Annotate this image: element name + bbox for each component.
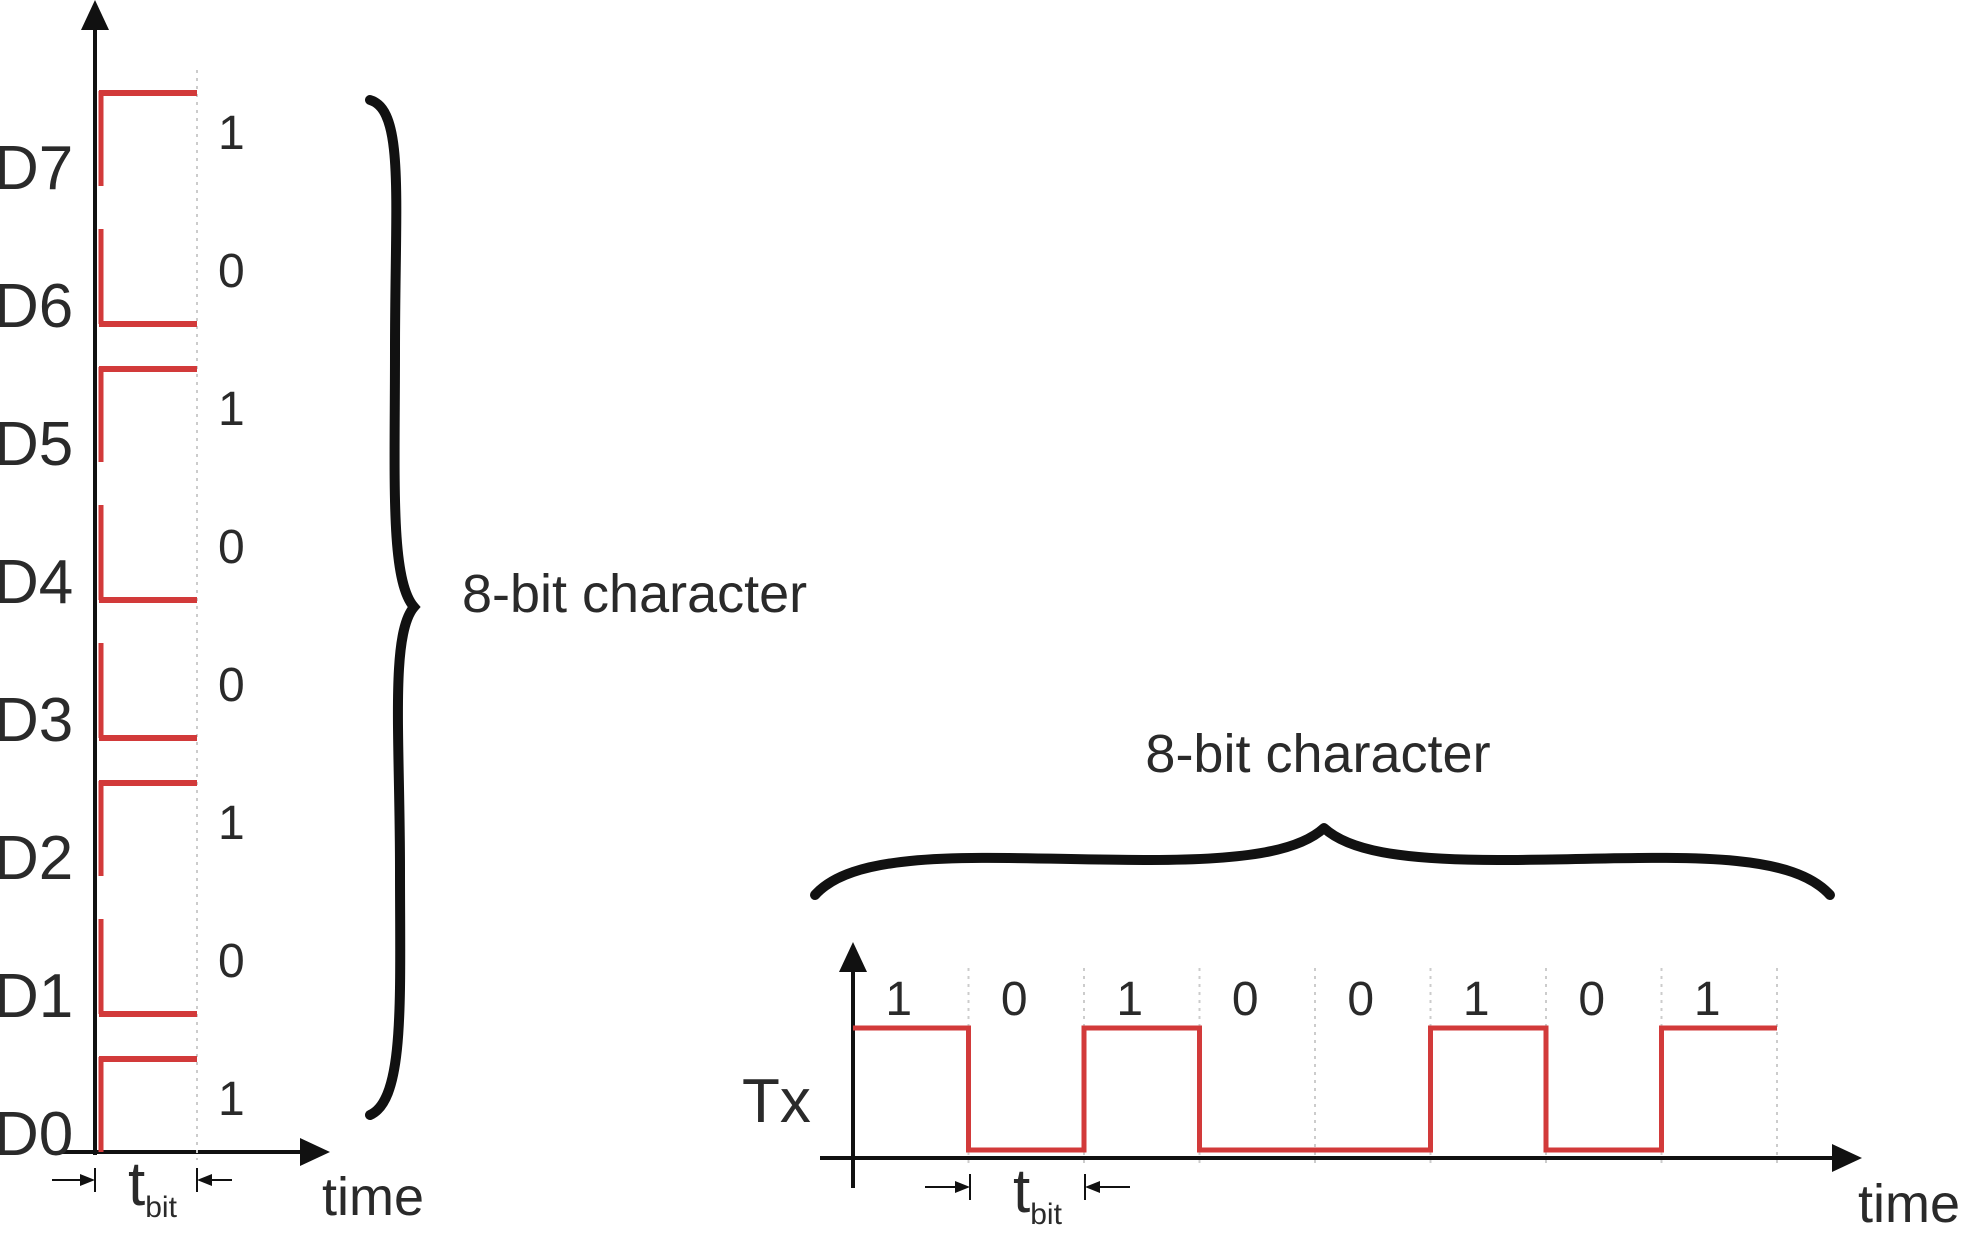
parallel-brace-label: 8-bit character (462, 564, 807, 624)
serial-bit-labels: 1 0 1 0 0 1 0 1 (885, 973, 1720, 1026)
bit-label-d7: D7 (0, 134, 73, 203)
serial-panel: 8-bit character Tx 1 0 1 0 0 1 0 1 tbit time (742, 724, 1960, 1234)
bit-value-d6: 0 (218, 245, 245, 298)
serial-time-label: time (1858, 1174, 1960, 1234)
serial-tx-waveform (853, 1025, 1777, 1153)
serial-bit-0: 1 (885, 973, 912, 1026)
bit-value-d3: 0 (218, 659, 245, 712)
parallel-tbit-label: tbit (128, 1150, 178, 1224)
parallel-x-axis-arrow (300, 1138, 330, 1166)
parallel-time-label: time (322, 1167, 424, 1227)
parallel-panel: D7 1 D6 0 D5 1 D4 0 D3 0 D2 1 D1 0 D0 1 tbit time 8-bit… (0, 0, 807, 1227)
serial-tbit-dimension (925, 1174, 1130, 1200)
bit-label-d6: D6 (0, 272, 73, 341)
serial-bit-3: 0 (1232, 973, 1259, 1026)
bit-label-d5: D5 (0, 410, 73, 479)
parallel-brace (365, 95, 421, 1120)
serial-bit-1: 0 (1001, 973, 1028, 1026)
parallel-tbit-dimension (52, 1168, 232, 1192)
bit-value-d1: 0 (218, 935, 245, 988)
serial-brace (810, 823, 1835, 900)
bit-label-d2: D2 (0, 824, 73, 893)
bit-value-d0: 1 (218, 1073, 245, 1126)
bit-label-d3: D3 (0, 686, 73, 755)
serial-y-axis-arrow (839, 942, 867, 972)
bit-label-d1: D1 (0, 962, 73, 1031)
serial-tbit-label: tbit (1013, 1157, 1063, 1231)
serial-bit-5: 1 (1463, 973, 1490, 1026)
bit-value-d2: 1 (218, 797, 245, 850)
serial-bit-4: 0 (1347, 973, 1374, 1026)
serial-bit-6: 0 (1578, 973, 1605, 1026)
serial-signal-label: Tx (742, 1067, 811, 1136)
bit-value-d7: 1 (218, 107, 245, 160)
parallel-y-axis-arrow (81, 0, 109, 30)
parallel-bit-rows: D7 1 D6 0 D5 1 D4 0 D3 0 D2 1 D1 0 D0 1 (0, 90, 245, 1169)
bit-label-d4: D4 (0, 548, 73, 617)
serial-bit-7: 1 (1694, 973, 1721, 1026)
serial-x-axis-arrow (1832, 1144, 1862, 1172)
bit-value-d5: 1 (218, 383, 245, 436)
bit-value-d4: 0 (218, 521, 245, 574)
serial-brace-label: 8-bit character (1145, 724, 1490, 784)
bit-label-d0: D0 (0, 1100, 73, 1169)
serial-bit-2: 1 (1116, 973, 1143, 1026)
